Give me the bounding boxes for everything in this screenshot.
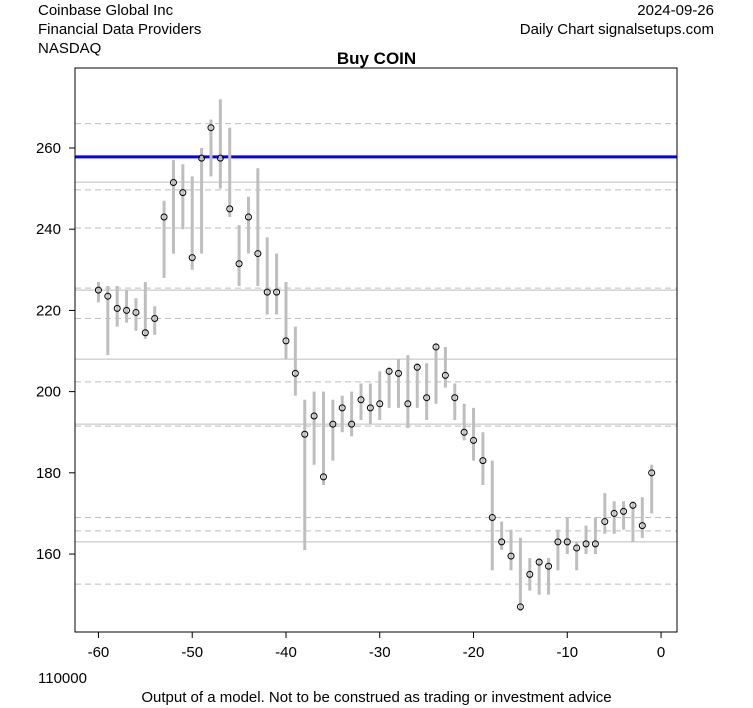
close-point [573, 544, 581, 552]
y-tick-label: 240 [36, 221, 61, 238]
x-tick-label: -30 [369, 644, 391, 661]
x-tick-label: -40 [275, 644, 297, 661]
close-point [488, 513, 496, 521]
close-point [601, 518, 609, 526]
close-point [357, 396, 365, 404]
close-point [310, 412, 318, 420]
close-point [498, 538, 506, 546]
close-point [376, 400, 384, 408]
close-point [348, 420, 356, 428]
close-point [451, 394, 459, 402]
chart-date: 2024-09-26 [637, 2, 714, 19]
close-point [460, 428, 468, 436]
close-point [338, 404, 346, 412]
close-point [395, 369, 403, 377]
close-point [188, 254, 196, 262]
y-tick-label: 160 [36, 546, 61, 563]
close-point [169, 179, 177, 187]
close-point [385, 367, 393, 375]
close-point [366, 404, 374, 412]
close-point [629, 501, 637, 509]
close-point [423, 394, 431, 402]
close-point [254, 250, 262, 258]
close-point [545, 562, 553, 570]
company-name: Coinbase Global Inc [38, 2, 174, 19]
close-point [273, 288, 281, 296]
close-point [413, 363, 421, 371]
close-point [470, 436, 478, 444]
close-point [141, 329, 149, 337]
close-point [94, 286, 102, 294]
close-point [132, 308, 140, 316]
data-provider: Financial Data Providers [38, 21, 202, 38]
close-point [441, 371, 449, 379]
disclaimer: Output of a model. Not to be construed a… [141, 689, 612, 706]
close-point [507, 552, 515, 560]
close-point [104, 292, 112, 300]
chart-source: Daily Chart signalsetups.com [519, 21, 714, 38]
x-tick-label: -10 [556, 644, 578, 661]
close-point [216, 154, 224, 162]
close-point [563, 538, 571, 546]
y-tick-label: 260 [36, 140, 61, 157]
close-point [582, 540, 590, 548]
close-point [591, 540, 599, 548]
plot-frame [74, 67, 678, 633]
close-point [291, 369, 299, 377]
close-point [479, 457, 487, 465]
close-point [432, 343, 440, 351]
close-point [123, 306, 131, 314]
close-point [235, 260, 243, 268]
exchange: NASDAQ [38, 40, 102, 57]
close-point [263, 288, 271, 296]
x-tick-label: 0 [657, 644, 665, 661]
close-point [620, 507, 628, 515]
y-tick-label: 180 [36, 465, 61, 482]
close-point [198, 154, 206, 162]
close-point [610, 509, 618, 517]
close-point [207, 124, 215, 132]
close-point [179, 189, 187, 197]
chart-title: Buy COIN [336, 49, 417, 68]
x-tick-label: -20 [463, 644, 485, 661]
x-tick-label: -60 [88, 644, 110, 661]
close-point [516, 603, 524, 611]
close-point [244, 213, 252, 221]
close-point [282, 337, 290, 345]
x-tick-label: -50 [181, 644, 203, 661]
close-point [226, 205, 234, 213]
close-point [160, 213, 168, 221]
close-point [526, 570, 534, 578]
close-point [301, 430, 309, 438]
y-tick-label: 200 [36, 384, 61, 401]
close-point [404, 400, 412, 408]
close-point [638, 522, 646, 530]
close-point [319, 473, 327, 481]
close-point [113, 304, 121, 312]
close-point [329, 420, 337, 428]
close-point [535, 558, 543, 566]
close-point [151, 315, 159, 323]
volume-label: 110000 [38, 670, 87, 687]
y-tick-label: 220 [36, 302, 61, 319]
close-point [554, 538, 562, 546]
close-point [648, 469, 656, 477]
